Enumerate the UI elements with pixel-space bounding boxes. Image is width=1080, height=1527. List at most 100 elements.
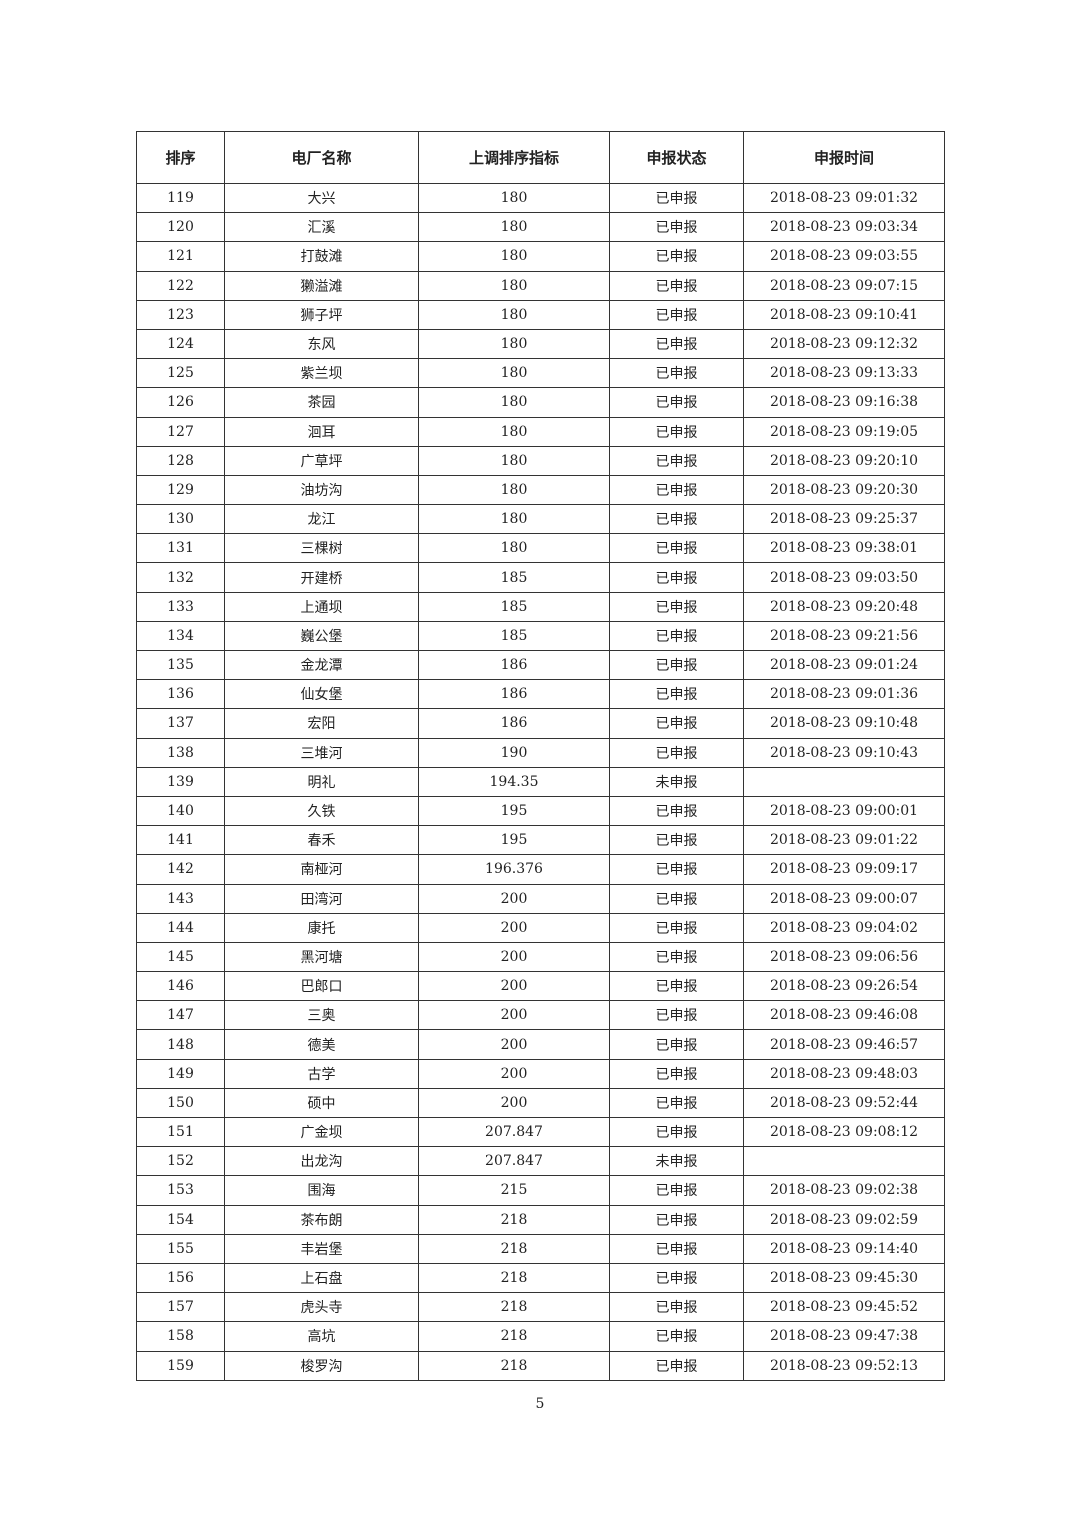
rank-cell: 124: [136, 328, 225, 360]
time-cell: 2018-08-23 09:12:32: [743, 328, 945, 360]
time-cell: 2018-08-23 09:10:41: [743, 299, 945, 330]
status-cell: 未申报: [609, 766, 744, 797]
rank-cell: 125: [136, 358, 225, 389]
table-row: 157 虎头寺 218 已申报 2018-08-23 09:45:52: [136, 1292, 945, 1323]
time-cell: 2018-08-23 09:01:24: [743, 649, 945, 681]
plant-name-cell: 上通坝: [224, 591, 419, 622]
status-cell: 已申报: [609, 854, 744, 885]
plant-name-cell: 三堆河: [224, 737, 419, 768]
plant-name-cell: 三棵树: [224, 533, 419, 564]
status-cell: 已申报: [609, 416, 744, 447]
table-row: 125 紫兰坝 180 已申报 2018-08-23 09:13:33: [136, 358, 945, 389]
time-cell: 2018-08-23 09:45:52: [743, 1292, 945, 1323]
plant-name-cell: 金龙潭: [224, 649, 419, 681]
status-cell: 已申报: [609, 387, 744, 418]
table-row: 153 围海 215 已申报 2018-08-23 09:02:38: [136, 1175, 945, 1206]
ranking-index-cell: 215: [418, 1175, 610, 1206]
status-cell: 已申报: [609, 649, 744, 681]
table-row: 138 三堆河 190 已申报 2018-08-23 09:10:43: [136, 737, 945, 768]
table-row: 129 油坊沟 180 已申报 2018-08-23 09:20:30: [136, 474, 945, 506]
status-cell: 已申报: [609, 912, 744, 943]
rank-cell: 123: [136, 299, 225, 330]
plant-name-cell: 黑河塘: [224, 941, 419, 973]
ranking-index-cell: 218: [418, 1350, 610, 1381]
table-row: 135 金龙潭 186 已申报 2018-08-23 09:01:24: [136, 649, 945, 681]
rank-cell: 148: [136, 1029, 225, 1060]
time-cell: 2018-08-23 09:09:17: [743, 854, 945, 885]
ranking-index-cell: 180: [418, 445, 610, 476]
plant-name-cell: 紫兰坝: [224, 358, 419, 389]
time-cell: 2018-08-23 09:46:08: [743, 1000, 945, 1031]
rank-cell: 143: [136, 883, 225, 914]
time-cell: 2018-08-23 09:07:15: [743, 270, 945, 301]
plant-name-cell: 广草坪: [224, 445, 419, 476]
ranking-index-cell: 196.376: [418, 854, 610, 885]
table-row: 124 东风 180 已申报 2018-08-23 09:12:32: [136, 328, 945, 360]
plant-ranking-table: 排序 电厂名称 上调排序指标 申报状态 申报时间 119 大兴 180 已申报 2018…: [136, 131, 945, 1381]
plant-name-cell: 汇溪: [224, 212, 419, 243]
status-cell: 未申报: [609, 1146, 744, 1177]
time-cell: 2018-08-23 09:52:44: [743, 1087, 945, 1119]
time-cell: 2018-08-23 09:46:57: [743, 1029, 945, 1060]
table-body: 119 大兴 180 已申报 2018-08-23 09:01:32 120 汇溪 180 已申…: [136, 182, 945, 1381]
plant-name-cell: 打鼓滩: [224, 241, 419, 272]
time-cell: 2018-08-23 09:01:36: [743, 679, 945, 710]
time-cell: 2018-08-23 09:13:33: [743, 358, 945, 389]
time-cell: 2018-08-23 09:19:05: [743, 416, 945, 447]
ranking-index-cell: 180: [418, 182, 610, 214]
status-cell: 已申报: [609, 1116, 744, 1148]
status-cell: 已申报: [609, 474, 744, 506]
plant-name-cell: 三奥: [224, 1000, 419, 1031]
rank-cell: 131: [136, 533, 225, 564]
status-cell: 已申报: [609, 971, 744, 1002]
ranking-index-cell: 186: [418, 679, 610, 710]
plant-name-cell: 虎头寺: [224, 1292, 419, 1323]
plant-name-cell: 春禾: [224, 825, 419, 856]
ranking-index-cell: 180: [418, 241, 610, 272]
ranking-index-cell: 200: [418, 912, 610, 943]
ranking-index-cell: 180: [418, 504, 610, 535]
ranking-index-cell: 180: [418, 533, 610, 564]
rank-cell: 147: [136, 1000, 225, 1031]
time-cell: 2018-08-23 09:48:03: [743, 1058, 945, 1089]
time-cell: 2018-08-23 09:16:38: [743, 387, 945, 418]
plant-name-cell: 南桠河: [224, 854, 419, 885]
time-cell: 2018-08-23 09:10:43: [743, 737, 945, 768]
time-cell: 2018-08-23 09:47:38: [743, 1321, 945, 1352]
header-time: 申报时间: [743, 131, 945, 184]
rank-cell: 151: [136, 1116, 225, 1148]
plant-name-cell: 油坊沟: [224, 474, 419, 506]
plant-name-cell: 德美: [224, 1029, 419, 1060]
plant-name-cell: 东风: [224, 328, 419, 360]
status-cell: 已申报: [609, 358, 744, 389]
rank-cell: 154: [136, 1204, 225, 1235]
ranking-index-cell: 186: [418, 649, 610, 681]
plant-name-cell: 硕中: [224, 1087, 419, 1119]
status-cell: 已申报: [609, 825, 744, 856]
table-row: 145 黑河塘 200 已申报 2018-08-23 09:06:56: [136, 941, 945, 973]
status-cell: 已申报: [609, 445, 744, 476]
status-cell: 已申报: [609, 737, 744, 768]
status-cell: 已申报: [609, 562, 744, 593]
rank-cell: 141: [136, 825, 225, 856]
header-rank: 排序: [136, 131, 225, 184]
status-cell: 已申报: [609, 212, 744, 243]
ranking-index-cell: 200: [418, 971, 610, 1002]
time-cell: 2018-08-23 09:08:12: [743, 1116, 945, 1148]
time-cell: 2018-08-23 09:26:54: [743, 971, 945, 1002]
ranking-index-cell: 180: [418, 416, 610, 447]
rank-cell: 126: [136, 387, 225, 418]
status-cell: 已申报: [609, 941, 744, 973]
header-plant-name: 电厂名称: [224, 131, 419, 184]
plant-name-cell: 茶园: [224, 387, 419, 418]
time-cell: 2018-08-23 09:04:02: [743, 912, 945, 943]
ranking-index-cell: 185: [418, 562, 610, 593]
ranking-index-cell: 194.35: [418, 766, 610, 797]
ranking-index-cell: 180: [418, 328, 610, 360]
ranking-index-cell: 195: [418, 825, 610, 856]
ranking-index-cell: 180: [418, 358, 610, 389]
ranking-index-cell: 200: [418, 1000, 610, 1031]
table-row: 127 洄耳 180 已申报 2018-08-23 09:19:05: [136, 416, 945, 447]
status-cell: 已申报: [609, 1350, 744, 1381]
rank-cell: 136: [136, 679, 225, 710]
